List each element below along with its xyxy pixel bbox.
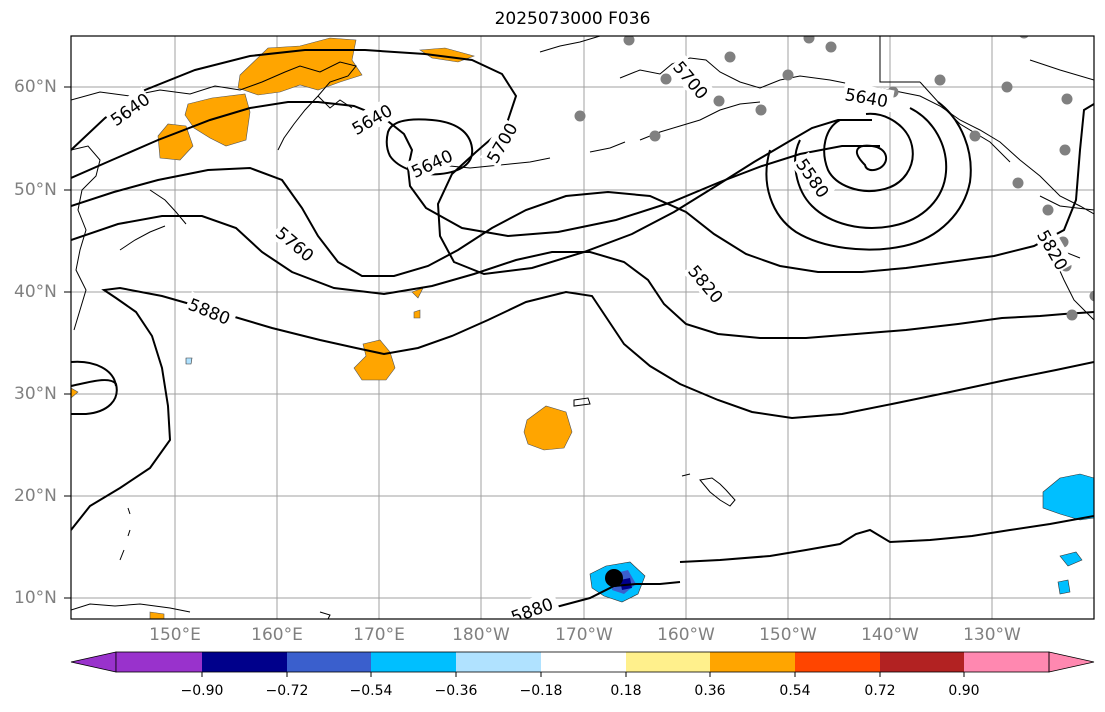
lat-ticks <box>64 86 71 599</box>
lon-label: 170°W <box>555 625 613 645</box>
lon-label: 150°E <box>149 625 201 645</box>
height-contours <box>71 49 1094 615</box>
colorbar-swatch <box>456 652 541 672</box>
map-frame <box>70 35 1095 620</box>
colorbar-swatch <box>371 652 456 672</box>
colorbar-tick-label: 0.54 <box>779 683 811 699</box>
colorbar-swatch <box>880 652 964 672</box>
colorbar-tick-label: 0.36 <box>694 683 726 699</box>
lat-label: 60°N <box>14 77 57 97</box>
lon-label: 130°W <box>963 625 1021 645</box>
lon-label: 160°W <box>657 625 715 645</box>
graticule <box>71 36 1094 619</box>
lon-label: 140°W <box>861 625 919 645</box>
positive-anomaly-areas <box>71 37 573 619</box>
colorbar-swatch <box>287 652 371 672</box>
lat-label: 20°N <box>14 486 57 506</box>
colorbar-swatch <box>795 652 880 672</box>
colorbar-swatch <box>202 652 287 672</box>
lat-label: 30°N <box>14 384 57 404</box>
lon-label: 150°W <box>759 625 817 645</box>
lat-label: 40°N <box>14 282 57 302</box>
map-title: 2025073000 F036 <box>494 9 651 29</box>
lat-label: 10°N <box>14 588 57 608</box>
colorbar-tick-label: −0.18 <box>519 683 563 699</box>
lon-label: 170°E <box>353 625 405 645</box>
colorbar-swatch <box>541 652 626 672</box>
colorbar-swatch <box>626 652 710 672</box>
colorbar-ticks <box>201 672 965 677</box>
lon-label: 160°E <box>251 625 303 645</box>
colorbar-swatch <box>710 652 795 672</box>
colorbar-tick-label: −0.90 <box>180 683 224 699</box>
colorbar-swatch <box>116 652 202 672</box>
colorbar-frame <box>115 651 1050 673</box>
colorbar-tick-label: −0.36 <box>434 683 478 699</box>
lat-label: 50°N <box>14 180 57 200</box>
colorbar-tick-label: −0.72 <box>265 683 309 699</box>
colorbar-tick-label: 0.18 <box>610 683 642 699</box>
lon-label: 180°W <box>452 625 510 645</box>
highlight-station-marker <box>605 569 623 587</box>
colorbar-swatch <box>964 652 1049 672</box>
colorbar-tick-label: 0.90 <box>948 683 980 699</box>
colorbar-extend-low <box>70 651 117 673</box>
colorbar-tick-label: −0.54 <box>349 683 393 699</box>
colorbar-extend-high <box>1048 651 1095 673</box>
colorbar <box>70 651 1095 677</box>
colorbar-tick-label: 0.72 <box>864 683 896 699</box>
